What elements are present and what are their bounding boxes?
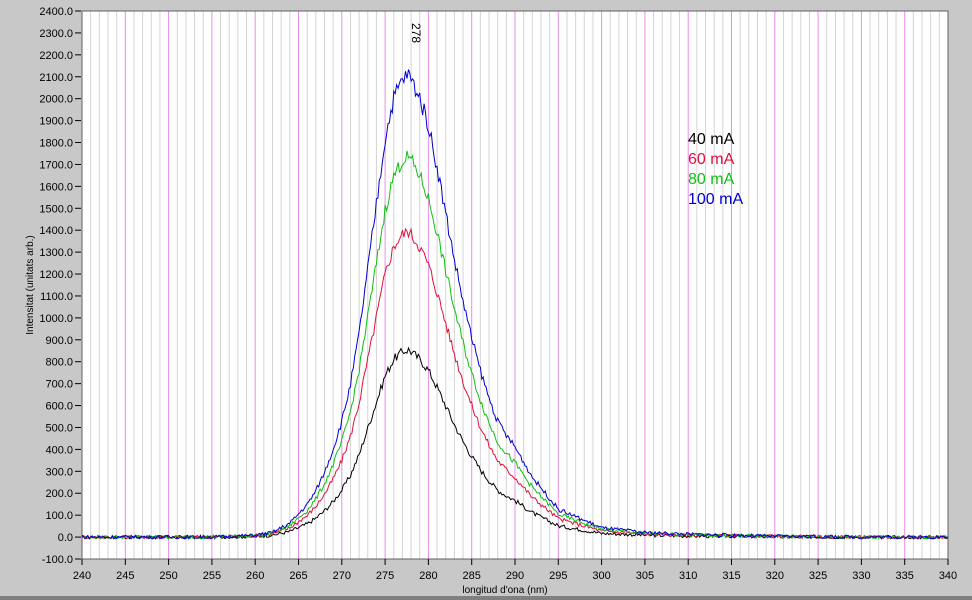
x-tick-label: 325 xyxy=(809,570,827,582)
x-tick-label: 275 xyxy=(376,570,394,582)
x-tick-label: 315 xyxy=(722,570,740,582)
y-tick-label: 2300.0 xyxy=(39,28,73,40)
x-tick-label: 250 xyxy=(159,570,177,582)
x-tick-label: 330 xyxy=(852,570,870,582)
y-tick-label: 1500.0 xyxy=(39,203,73,215)
y-tick-label: 1800.0 xyxy=(39,138,73,150)
x-tick-label: 265 xyxy=(289,570,307,582)
x-tick-label: 310 xyxy=(679,570,697,582)
x-tick-label: 260 xyxy=(246,570,264,582)
y-tick-label: 800.0 xyxy=(45,357,73,369)
x-tick-label: 320 xyxy=(766,570,784,582)
y-tick-label: 1100.0 xyxy=(40,291,73,303)
y-tick-label: 1300.0 xyxy=(39,247,73,259)
series-line-100ma xyxy=(81,69,948,540)
x-tick-label: 280 xyxy=(419,570,437,582)
legend-entry-80ma: 80 mA xyxy=(688,171,735,188)
x-tick-label: 240 xyxy=(73,570,91,582)
legend-entry-100ma: 100 mA xyxy=(688,191,744,208)
y-tick-label: 2400.0 xyxy=(39,6,73,18)
y-tick-label: 1000.0 xyxy=(39,313,73,325)
x-tick-label: 335 xyxy=(896,570,914,582)
x-tick-label: 245 xyxy=(116,570,134,582)
y-tick-label: 900.0 xyxy=(45,335,73,347)
y-axis-label: Intensitat (unitats arb.) xyxy=(25,235,36,335)
y-tick-label: 400.0 xyxy=(45,444,73,456)
y-tick-label: -100.0 xyxy=(42,554,73,566)
y-tick-label: 2200.0 xyxy=(39,50,73,62)
x-tick-label: 340 xyxy=(939,570,957,582)
y-tick-label: 1900.0 xyxy=(39,116,73,128)
legend-entry-60ma: 60 mA xyxy=(688,151,735,168)
y-tick-label: 2100.0 xyxy=(39,72,73,84)
y-tick-label: 100.0 xyxy=(45,510,73,522)
x-tick-label: 305 xyxy=(636,570,654,582)
y-tick-label: 0.0 xyxy=(58,532,73,544)
x-tick-label: 270 xyxy=(333,570,351,582)
y-tick-label: 2000.0 xyxy=(39,94,73,106)
y-tick-label: 1700.0 xyxy=(39,159,73,171)
x-tick-label: 300 xyxy=(592,570,610,582)
x-tick-label: 255 xyxy=(203,570,221,582)
y-tick-label: 1200.0 xyxy=(39,269,73,281)
x-tick-label: 285 xyxy=(463,570,481,582)
y-tick-label: 1600.0 xyxy=(39,181,73,193)
y-tick-label: 300.0 xyxy=(45,466,73,478)
window-bottom-edge xyxy=(0,596,972,600)
x-axis-label: longitud d'ona (nm) xyxy=(462,585,547,596)
y-tick-label: 1400.0 xyxy=(39,225,73,237)
x-tick-label: 295 xyxy=(549,570,567,582)
y-tick-label: 200.0 xyxy=(45,488,73,500)
legend: 40 mA 60 mA 80 mA 100 mA xyxy=(688,130,743,210)
y-tick-label: 500.0 xyxy=(45,422,73,434)
peak-annotation: 278 xyxy=(409,23,423,43)
y-tick-label: 600.0 xyxy=(45,401,73,413)
y-tick-label: 700.0 xyxy=(45,379,73,391)
legend-entry-40ma: 40 mA xyxy=(688,131,735,148)
x-tick-label: 290 xyxy=(506,570,524,582)
